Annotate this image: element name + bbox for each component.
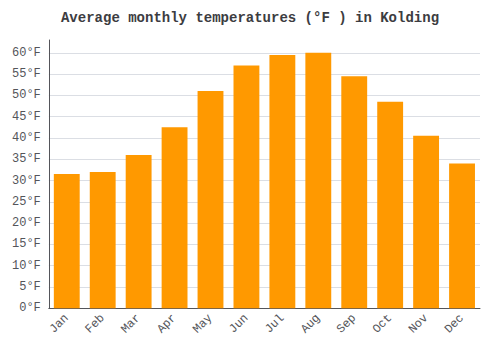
svg-text:Oct: Oct	[370, 311, 395, 336]
svg-text:Aug: Aug	[298, 311, 323, 336]
svg-text:Jun: Jun	[226, 311, 251, 336]
svg-text:55°F: 55°F	[12, 67, 41, 81]
svg-text:Nov: Nov	[406, 311, 431, 336]
svg-text:15°F: 15°F	[12, 237, 41, 251]
svg-text:25°F: 25°F	[12, 195, 41, 209]
svg-text:45°F: 45°F	[12, 110, 41, 124]
svg-text:Apr: Apr	[154, 311, 179, 336]
svg-text:Feb: Feb	[82, 311, 107, 336]
svg-text:0°F: 0°F	[19, 301, 41, 315]
svg-text:35°F: 35°F	[12, 152, 41, 166]
svg-text:40°F: 40°F	[12, 131, 41, 145]
svg-text:5°F: 5°F	[19, 280, 41, 294]
svg-text:50°F: 50°F	[12, 88, 41, 102]
svg-text:60°F: 60°F	[12, 46, 41, 60]
svg-text:Sep: Sep	[334, 311, 359, 336]
svg-text:Average monthly temperatures (: Average monthly temperatures (°F ) in Ko…	[61, 10, 439, 26]
svg-text:10°F: 10°F	[12, 259, 41, 273]
svg-text:Jan: Jan	[47, 311, 72, 336]
svg-text:Mar: Mar	[118, 311, 143, 336]
svg-text:20°F: 20°F	[12, 216, 41, 230]
svg-text:Dec: Dec	[442, 311, 467, 336]
svg-text:30°F: 30°F	[12, 174, 41, 188]
svg-text:May: May	[190, 311, 215, 336]
svg-text:Jul: Jul	[262, 311, 287, 336]
